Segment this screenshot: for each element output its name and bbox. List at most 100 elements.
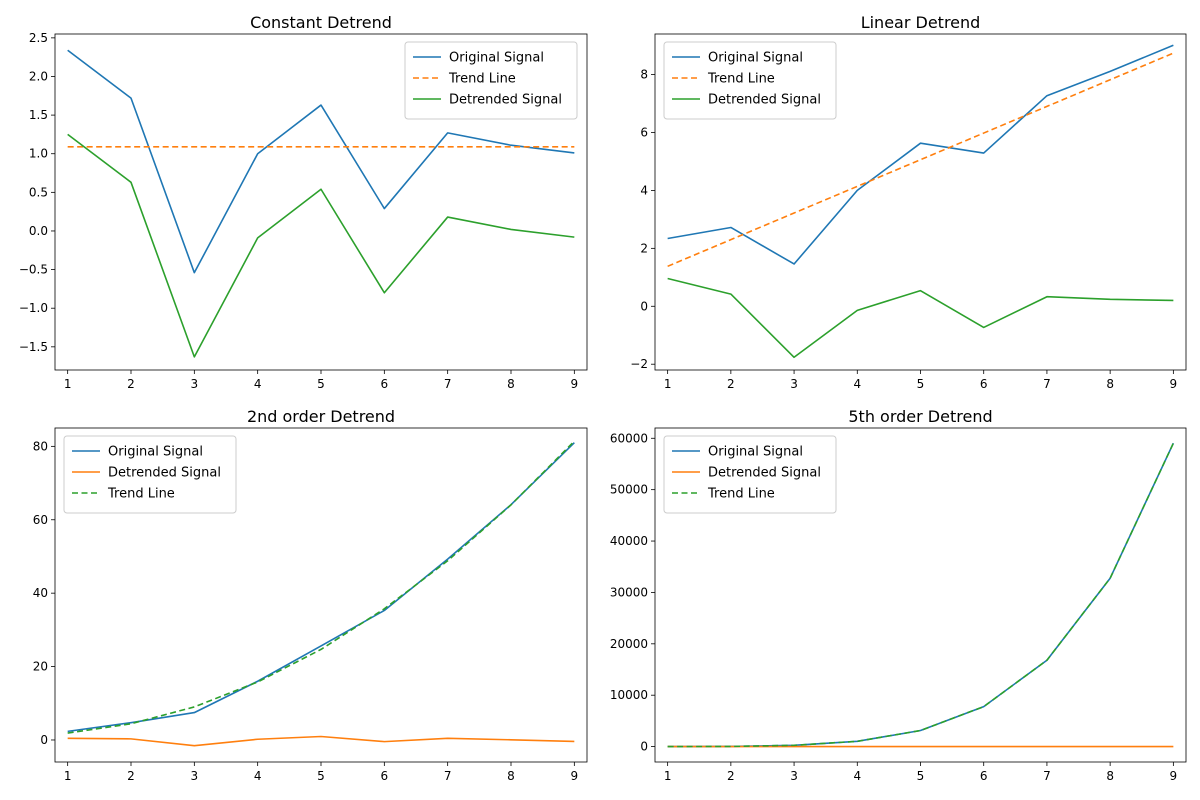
x-tick-label: 8 — [507, 769, 515, 783]
x-tick-label: 7 — [1043, 377, 1051, 391]
y-tick-label: 4 — [640, 183, 648, 197]
series-line-2 — [67, 735, 575, 747]
x-tick-label: 1 — [64, 769, 72, 783]
x-tick-label: 4 — [853, 769, 861, 783]
y-tick-label: 50000 — [610, 483, 648, 497]
legend-label: Trend Line — [448, 72, 516, 87]
y-tick-label: −2 — [630, 357, 648, 371]
chart-panel-4: 5th order Detrend 1 2 3 4 5 6 7 8 9 0 10000 20000 300… — [610, 407, 1187, 783]
series-line-2 — [667, 52, 1174, 268]
legend-label: Original Signal — [708, 445, 803, 460]
y-tick-label: 6 — [640, 125, 648, 139]
y-tick-label: 2 — [640, 241, 648, 255]
y-tick-label: −0.5 — [19, 263, 48, 277]
legend: Original Signal Detrended Signal Trend Lin… — [663, 435, 837, 514]
y-tick-label: 60 — [33, 513, 48, 527]
x-tick-label: 4 — [254, 377, 262, 391]
legend: Original Signal Trend Line Detrended Signa… — [404, 41, 578, 120]
series-group — [667, 442, 1175, 748]
x-tick-label: 2 — [127, 377, 135, 391]
y-tick-label: −1.0 — [19, 301, 48, 315]
x-tick-label: 1 — [64, 377, 72, 391]
x-tick-label: 3 — [790, 769, 798, 783]
y-tick-label: 40 — [33, 586, 48, 600]
x-tick-label: 2 — [127, 769, 135, 783]
x-tick-label: 8 — [1106, 377, 1114, 391]
legend-label: Detrended Signal — [708, 93, 821, 108]
legend-box — [663, 435, 837, 514]
x-tick-label: 7 — [444, 769, 452, 783]
series-line-3 — [667, 442, 1175, 748]
y-tick-label: 60000 — [610, 431, 648, 445]
chart-title: 5th order Detrend — [848, 407, 992, 426]
legend: Original Signal Detrended Signal Trend Lin… — [63, 435, 237, 514]
legend-label: Original Signal — [108, 445, 203, 460]
y-tick-label: 2.0 — [29, 69, 48, 83]
x-tick-label: 6 — [980, 377, 988, 391]
x-tick-label: 4 — [853, 377, 861, 391]
y-tick-label: 0.5 — [29, 185, 48, 199]
y-tick-label: 8 — [640, 68, 648, 82]
x-tick-label: 5 — [917, 377, 925, 391]
x-tick-label: 7 — [1043, 769, 1051, 783]
x-tick-label: 3 — [191, 769, 199, 783]
y-tick-label: 20000 — [610, 637, 648, 651]
x-tick-label: 6 — [980, 769, 988, 783]
legend-label: Detrended Signal — [449, 93, 562, 108]
series-line-1 — [67, 49, 575, 274]
plot-frame — [54, 33, 588, 371]
y-tick-label: 0 — [640, 740, 648, 754]
x-tick-label: 1 — [664, 377, 672, 391]
series-group — [67, 440, 575, 747]
series-group — [667, 44, 1174, 359]
x-tick-label: 4 — [254, 769, 262, 783]
legend-label: Original Signal — [708, 51, 803, 66]
chart-panel-2: Linear Detrend 1 2 3 4 5 6 7 8 9 −2 0 2 4 6 8 Original S… — [630, 13, 1187, 391]
legend-box — [404, 41, 578, 120]
series-line-3 — [67, 440, 575, 734]
y-tick-label: −1.5 — [19, 340, 48, 354]
x-tick-label: 5 — [317, 769, 325, 783]
legend-label: Trend Line — [707, 72, 775, 87]
chart-panel-1: Constant Detrend 1 2 3 4 5 6 7 8 9 −1.5 −1.0 −0.5 0.0… — [19, 13, 588, 391]
legend-label: Original Signal — [449, 51, 544, 66]
x-tick-label: 7 — [444, 377, 452, 391]
plot-frame — [54, 427, 588, 763]
y-tick-label: 10000 — [610, 688, 648, 702]
y-tick-label: 0.0 — [29, 224, 48, 238]
series-group — [67, 49, 575, 358]
x-tick-label: 3 — [790, 377, 798, 391]
y-tick-label: 30000 — [610, 585, 648, 599]
x-tick-label: 9 — [571, 377, 579, 391]
legend-box — [663, 41, 837, 120]
y-tick-label: 20 — [33, 660, 48, 674]
x-tick-label: 3 — [191, 377, 199, 391]
series-line-3 — [667, 277, 1174, 359]
legend-box — [63, 435, 237, 514]
plot-frame — [654, 33, 1187, 371]
y-tick-label: 80 — [33, 439, 48, 453]
x-tick-label: 8 — [507, 377, 515, 391]
x-tick-label: 2 — [727, 377, 735, 391]
series-line-3 — [67, 133, 575, 358]
chart-panel-3: 2nd order Detrend 1 2 3 4 5 6 7 8 9 0 20 40 60 80 Origi… — [33, 407, 588, 783]
chart-title: Linear Detrend — [861, 13, 981, 32]
legend-label: Trend Line — [107, 487, 175, 502]
legend-label: Trend Line — [707, 487, 775, 502]
plot-frame — [654, 427, 1187, 763]
y-tick-label: 2.5 — [29, 31, 48, 45]
y-tick-label: 1.0 — [29, 147, 48, 161]
x-tick-label: 5 — [317, 377, 325, 391]
x-tick-label: 8 — [1106, 769, 1114, 783]
y-tick-label: 40000 — [610, 534, 648, 548]
chart-title: 2nd order Detrend — [247, 407, 395, 426]
x-tick-label: 5 — [917, 769, 925, 783]
x-tick-label: 1 — [664, 769, 672, 783]
legend-label: Detrended Signal — [108, 466, 221, 481]
series-line-1 — [667, 44, 1174, 265]
legend-label: Detrended Signal — [708, 466, 821, 481]
x-tick-label: 9 — [1170, 769, 1178, 783]
y-tick-label: 0 — [40, 733, 48, 747]
x-tick-label: 2 — [727, 769, 735, 783]
